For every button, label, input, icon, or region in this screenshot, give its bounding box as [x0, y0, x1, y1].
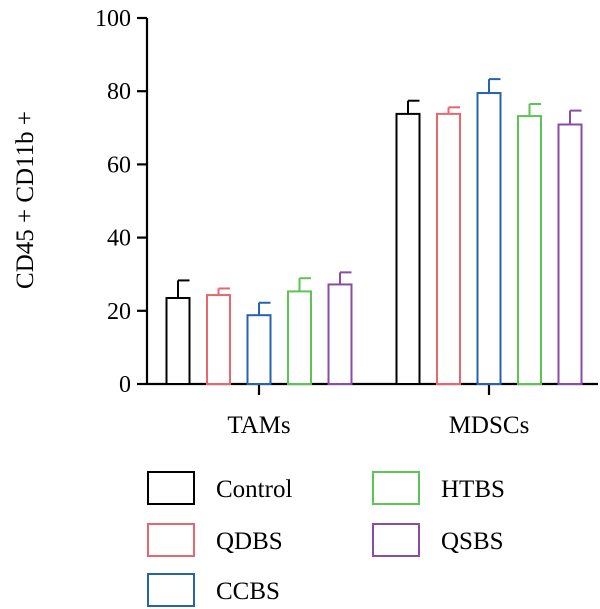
chart-bars: [165, 78, 583, 386]
bar: [165, 296, 191, 385]
legend-label: CCBS: [216, 578, 280, 605]
bar: [327, 283, 353, 385]
bar: [517, 115, 542, 385]
y-tick-label: 40: [107, 226, 131, 252]
bar: [436, 112, 461, 385]
y-tick-label: 0: [119, 372, 131, 398]
y-tick-label: 100: [95, 6, 131, 32]
bar: [476, 92, 502, 385]
chart-axes: 0 20 40 60 80 100 TAMs MDSCs: [95, 6, 598, 439]
legend-swatch: [372, 523, 420, 557]
legend-label: HTBS: [441, 476, 505, 503]
chart-legend: Control QDBS CCBS HTBS QSBS: [147, 471, 505, 607]
bar: [206, 294, 231, 386]
y-tick-label: 60: [107, 152, 131, 178]
legend-swatch: [147, 471, 195, 505]
legend-label: QDBS: [216, 528, 283, 555]
y-tick-label: 20: [107, 299, 131, 325]
bar: [246, 314, 272, 385]
legend-label: Control: [216, 476, 292, 503]
x-tick-label: TAMs: [227, 412, 290, 439]
bar: [395, 112, 421, 385]
legend-label: QSBS: [441, 528, 504, 555]
bar: [287, 290, 312, 386]
bar: [557, 123, 583, 385]
y-axis-title: CD45 + CD11b +: [12, 111, 39, 289]
legend-swatch: [147, 573, 195, 607]
legend-swatch: [147, 523, 195, 557]
legend-swatch: [372, 471, 420, 505]
y-tick-label: 80: [107, 79, 131, 105]
x-tick-label: MDSCs: [449, 412, 530, 439]
